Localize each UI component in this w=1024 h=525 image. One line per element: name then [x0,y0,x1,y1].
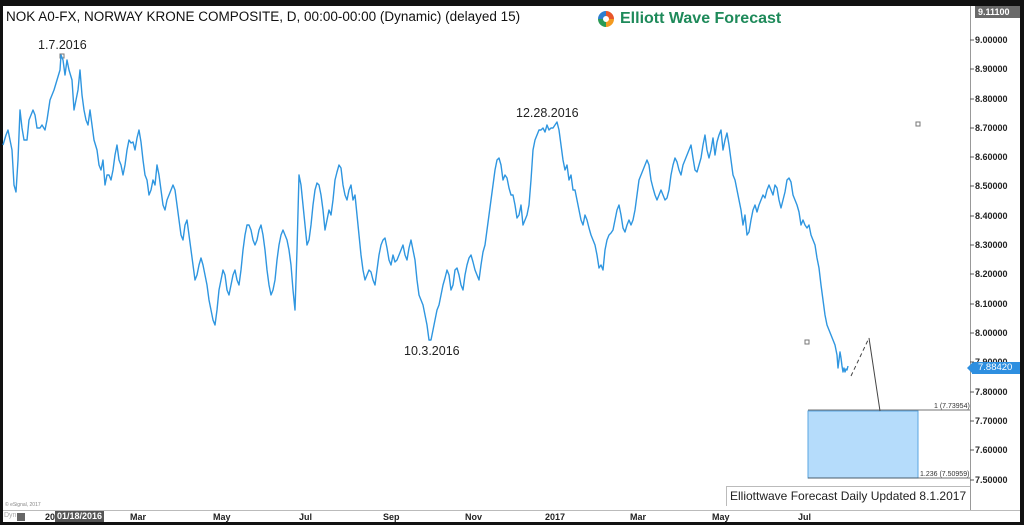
x-tick-label: Jul [798,512,812,522]
target-zone-box [807,410,919,479]
y-tick-label: 8.20000 [975,269,1008,279]
last-price-badge: 7.88420 [967,362,1020,374]
note-box [726,486,970,506]
brand-logo: Elliott Wave Forecast [596,9,781,29]
cursor-date-badge: 01/18/2016 [55,511,105,522]
fib-target-label: 1 (7.73954) [934,403,970,410]
copyright: © eSignal, 2017 [5,502,41,508]
x-tick-label: 2017 [545,512,566,522]
x-tick-label: Jul [299,512,313,522]
y-tick-label: 7.70000 [975,416,1008,426]
swing-low-label: 10.3.2016 [404,344,460,358]
time-axis[interactable] [3,510,1020,522]
x-tick-label: May [213,512,231,522]
y-tick-label: 8.70000 [975,123,1008,133]
y-tick-label: 8.10000 [975,299,1008,309]
fib-target-label: 1.236 (7.50959) [920,471,970,478]
y-tick-label: 8.60000 [975,152,1008,162]
y-tick-label: 8.40000 [975,211,1008,221]
x-tick-label: Nov [465,512,483,522]
y-tick-label: 7.80000 [975,387,1008,397]
logo-icon [598,11,614,27]
swing-high-label: 1.7.2016 [38,38,87,52]
x-tick-label: Mar [130,512,147,522]
y-tick-label: 8.50000 [975,181,1008,191]
chart-title: NOK A0-FX, NORWAY KRONE COMPOSITE, D, 00… [6,9,521,24]
price-axis[interactable] [970,6,1020,510]
y-tick-label: 8.80000 [975,94,1008,104]
logo-text: Elliott Wave Forecast [620,10,782,27]
x-tick-label: May [712,512,730,522]
scale-toggle-icon[interactable] [17,513,25,521]
y-tick-label: 9.00000 [975,35,1008,45]
y-tick-label: 7.60000 [975,445,1008,455]
dyn-label: Dyn [4,512,17,519]
x-tick-label: Sep [383,512,400,522]
swing-high-label: 12.28.2016 [516,106,579,120]
y-tick-label: 8.00000 [975,328,1008,338]
y-tick-label: 8.30000 [975,240,1008,250]
updated-note: Elliottwave Forecast Daily Updated 8.1.2… [730,489,967,503]
axis-top-value: 9.11100 [975,6,1020,18]
x-cursor-prefix: 20 [45,512,56,522]
x-tick-label: Mar [630,512,647,522]
y-tick-label: 7.50000 [975,475,1008,485]
y-tick-label: 8.90000 [975,64,1008,74]
